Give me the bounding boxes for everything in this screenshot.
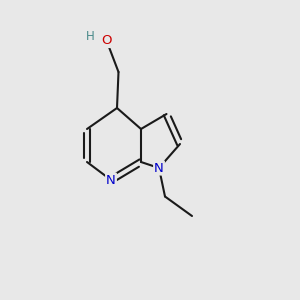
Text: N: N [154, 161, 164, 175]
Text: O: O [101, 34, 112, 47]
Text: H: H [85, 29, 94, 43]
Text: N: N [106, 173, 116, 187]
